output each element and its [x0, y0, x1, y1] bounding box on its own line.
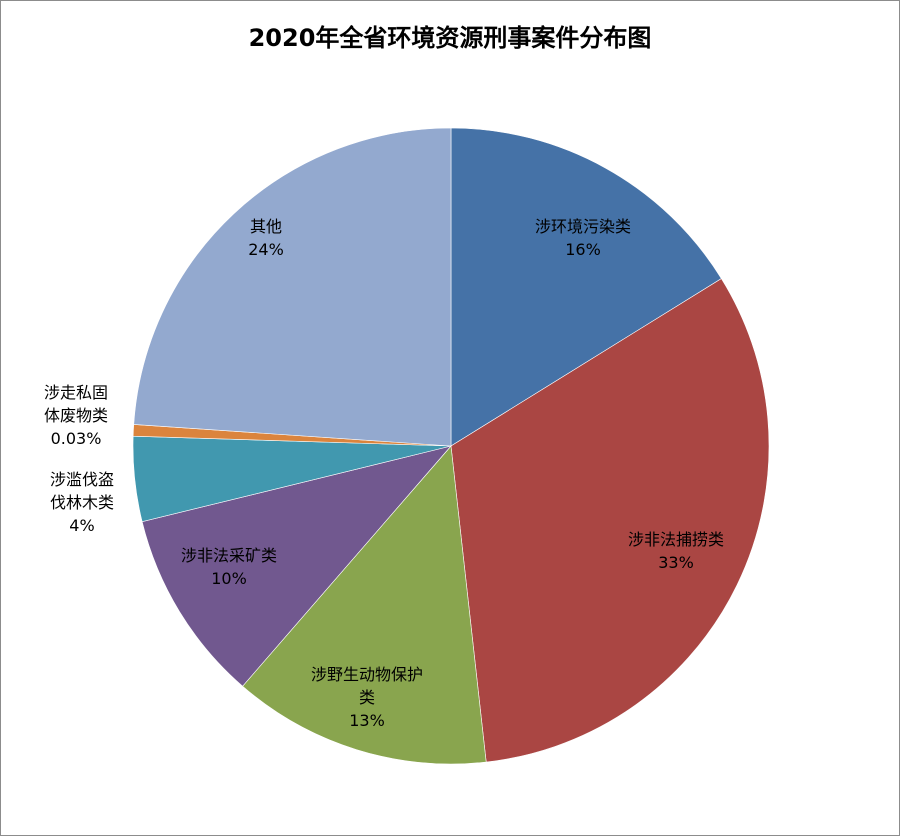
slice-percent-label-2: 33% [658, 553, 694, 572]
slice-percent-label-7: 24% [248, 240, 284, 259]
pie-slice-2 [450, 278, 770, 763]
slice-category-label-6: 体废物类 [44, 406, 108, 425]
slice-category-label-1: 涉环境污染类 [535, 217, 631, 236]
slice-category-label-3: 涉野生动物保护 [311, 665, 423, 684]
slice-percent-label-4: 10% [211, 569, 247, 588]
slice-category-label-2: 涉非法捕捞类 [628, 530, 724, 549]
slice-category-label-7: 其他 [250, 217, 282, 236]
chart-title: 2020年全省环境资源刑事案件分布图 [248, 24, 652, 52]
slice-percent-label-5: 4% [69, 516, 94, 535]
pie-slice-7 [133, 127, 452, 447]
slice-percent-label-1: 16% [565, 240, 601, 259]
slice-category-label-3: 类 [359, 688, 375, 707]
pie-slice-4 [141, 445, 452, 687]
slice-category-label-6: 涉走私固 [44, 383, 108, 402]
slice-percent-label-6: 0.03% [51, 429, 102, 448]
pie-slice-1 [450, 127, 722, 447]
slice-category-label-4: 涉非法采矿类 [181, 546, 277, 565]
slice-category-label-5: 伐林木类 [50, 493, 114, 512]
pie-slice-3 [242, 445, 487, 765]
slice-percent-label-3: 13% [349, 711, 385, 730]
slice-category-label-5: 涉滥伐盗 [50, 470, 114, 489]
